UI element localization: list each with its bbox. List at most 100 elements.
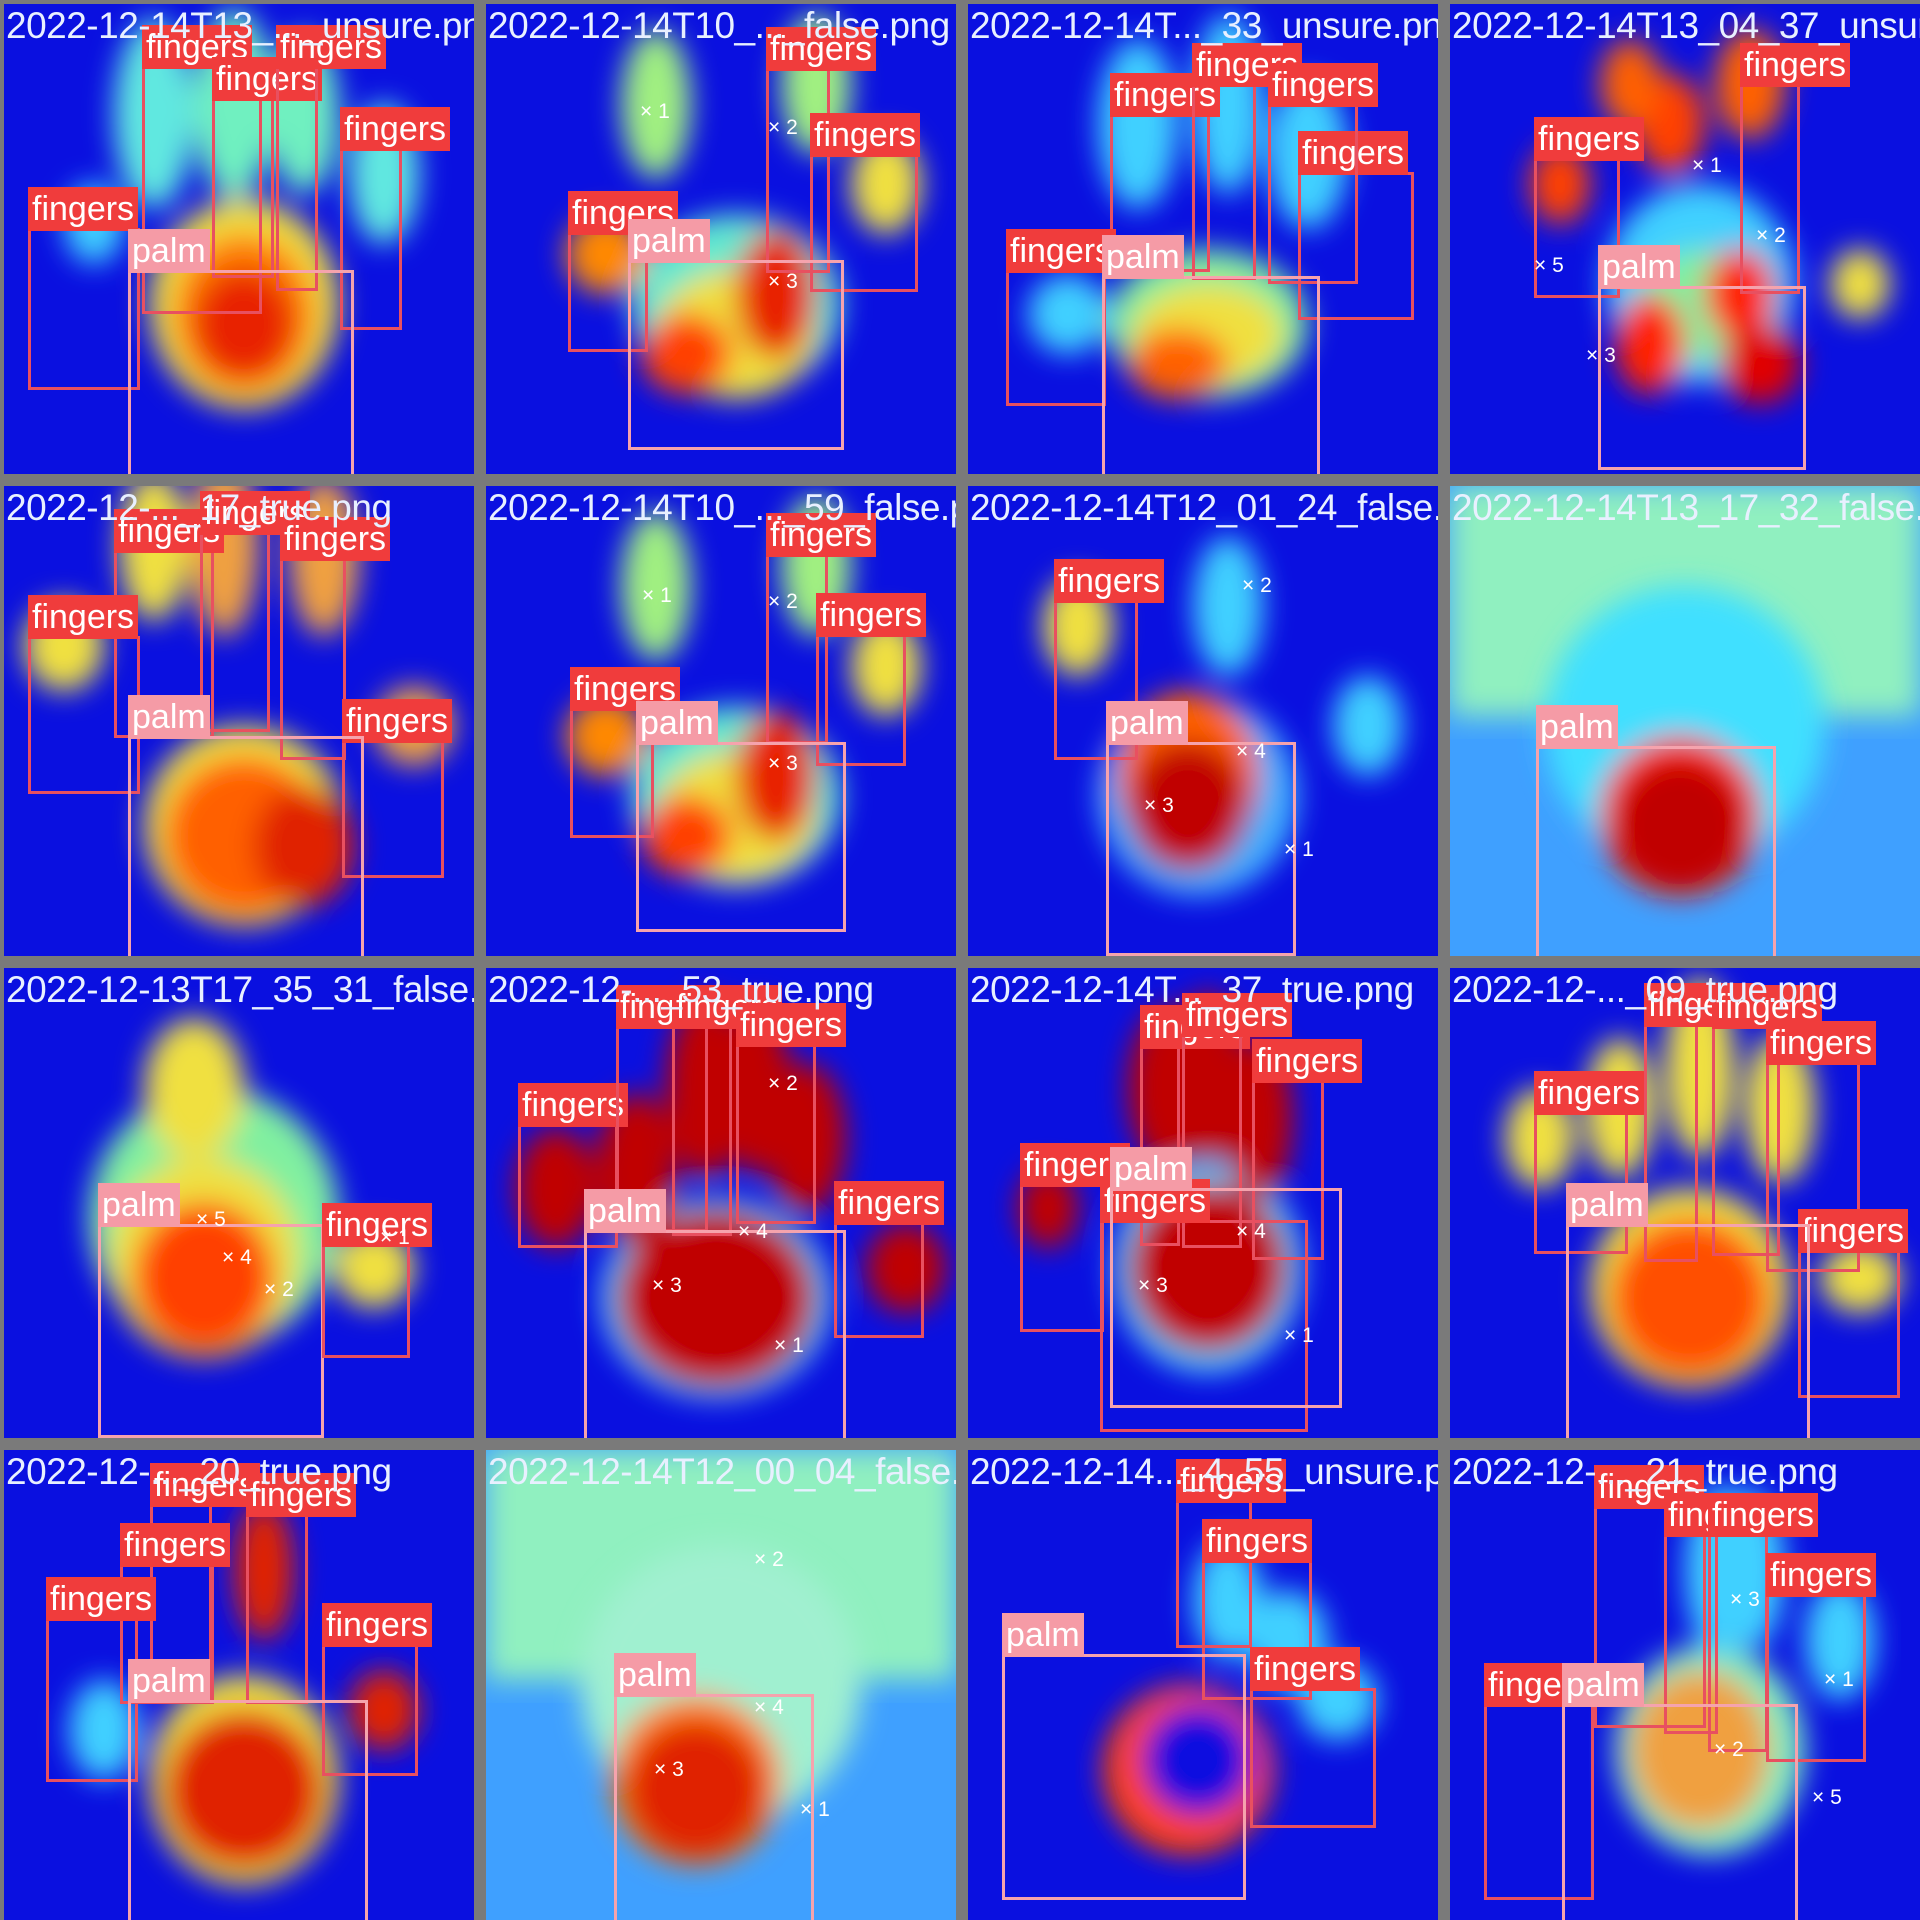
keypoint-marker: × 3 [1730,1588,1760,1612]
keypoint-index: 1 [1302,1324,1314,1347]
tile-filename-title: 2022-12-14T13_17_32_false.png [1452,488,1920,528]
keypoint-marker: × 4 [738,1220,768,1244]
keypoint-marker: × 3 [1138,1274,1168,1298]
keypoint-cross-icon: × [1730,1588,1748,1611]
keypoint-cross-icon: × [1236,740,1254,763]
tile-filename-title: 2022-12-14T..._37_true.png [970,970,1414,1010]
keypoint-index: 2 [786,590,798,613]
fingers-label: fingers [1708,1493,1818,1537]
keypoint-index: 2 [282,1278,294,1301]
palm-label: palm [1110,1147,1192,1191]
keypoint-marker: × 5 [1534,254,1564,278]
fingers-label: fingers [28,187,138,231]
keypoint-cross-icon: × [654,1758,672,1781]
keypoint-marker: × 1 [1284,1324,1314,1348]
keypoint-cross-icon: × [640,100,658,123]
fingers-label: fingers [120,1523,230,1567]
fingers-label: fingers [1252,1039,1362,1083]
keypoint-index: 3 [1748,1588,1760,1611]
keypoint-cross-icon: × [1756,224,1774,247]
palm-label: palm [1562,1663,1644,1707]
keypoint-marker: × 4 [754,1696,784,1720]
palm-bounding-box: palm [1106,742,1296,956]
keypoint-cross-icon: × [1692,154,1710,177]
palm-label: palm [1102,235,1184,279]
palm-bounding-box: palm [636,742,846,932]
fingers-bounding-box: fingers [246,1514,308,1704]
heatmap-tile: fingers fingers fingers palm 2022-12-14..._4… [968,1450,1438,1920]
keypoint-cross-icon: × [1812,1786,1830,1809]
fingers-label: fingers [46,1577,156,1621]
fingers-label: fingers [322,1203,432,1247]
keypoint-cross-icon: × [738,1220,756,1243]
palm-label: palm [128,229,210,273]
keypoint-index: 4 [1254,740,1266,763]
heatmap-tile: fingers fingers fingers palm × 1 × 2 × 3 2022-1… [486,4,956,474]
keypoint-marker: × 4 [1236,740,1266,764]
keypoint-cross-icon: × [1586,344,1604,367]
keypoint-marker: × 5 [1812,1786,1842,1810]
keypoint-marker: × 1 [1824,1668,1854,1692]
palm-label: palm [1598,245,1680,289]
keypoint-index: 1 [1710,154,1722,177]
keypoint-cross-icon: × [652,1274,670,1297]
tile-filename-title: 2022-12-13T17_35_31_false.png [6,970,474,1010]
palm-bounding-box: palm [1562,1704,1798,1920]
keypoint-marker: × 2 [1242,574,1272,598]
keypoint-index: 1 [660,584,672,607]
keypoint-index: 5 [1830,1786,1842,1809]
keypoint-cross-icon: × [768,752,786,775]
tile-filename-title: 2022-12-14T13_..._unsure.png [6,6,474,46]
keypoint-marker: × 1 [642,584,672,608]
keypoint-index: 1 [1842,1668,1854,1691]
keypoint-marker: × 1 [774,1334,804,1358]
fingers-bounding-box: fingers [1268,104,1358,284]
keypoint-index: 2 [786,116,798,139]
keypoint-marker: × 3 [768,752,798,776]
keypoint-index: 2 [786,1072,798,1095]
palm-bounding-box: palm [628,260,844,450]
keypoint-index: 4 [772,1696,784,1719]
heat-blob [1333,676,1403,776]
tile-filename-title: 2022-12-14T10_..._59_false.png [488,488,956,528]
fingers-label: fingers [340,107,450,151]
keypoint-index: 2 [1774,224,1786,247]
keypoint-index: 1 [792,1334,804,1357]
palm-bounding-box: palm [128,736,364,956]
keypoint-marker: × 5 [196,1208,226,1232]
fingers-label: fingers [1268,63,1378,107]
fingers-label: fingers [810,113,920,157]
keypoint-index: 3 [786,270,798,293]
heatmap-tile: fingers fingers fingers fingers fingers palm 2… [1450,968,1920,1438]
fingers-bounding-box: fingers [1740,84,1800,294]
keypoint-cross-icon: × [1284,1324,1302,1347]
heat-blob [1193,536,1263,676]
keypoint-index: 3 [672,1758,684,1781]
keypoint-marker: × 2 [768,1072,798,1096]
keypoint-cross-icon: × [774,1334,792,1357]
keypoint-cross-icon: × [1284,838,1302,861]
heatmap-tile: palm 2022-12-14T13_17_32_false.png [1450,486,1920,956]
palm-bounding-box: palm [128,270,354,474]
tile-filename-title: 2022-12-14T12_01_24_false.png [970,488,1438,528]
keypoint-marker: × 1 [1284,838,1314,862]
keypoint-cross-icon: × [1242,574,1260,597]
fingers-bounding-box: fingers [46,1618,138,1782]
palm-label: palm [1106,701,1188,745]
heatmap-tile: fingers fingers fingers fingers fingers palm 2… [4,1450,474,1920]
palm-label: palm [584,1189,666,1233]
palm-bounding-box: palm [1566,1224,1810,1438]
keypoint-cross-icon: × [1714,1738,1732,1761]
heatmap-tile: fingers palm × 2 × 4 × 3 × 1 2022-12-14T12_01_… [968,486,1438,956]
fingers-label: fingers [28,595,138,639]
palm-bounding-box: palm [1002,1654,1246,1900]
fingers-bounding-box: fingers [280,558,346,760]
palm-bounding-box: palm [1102,276,1320,474]
palm-bounding-box: palm [1598,286,1806,470]
fingers-label: fingers [1534,117,1644,161]
fingers-label: fingers [1740,43,1850,87]
fingers-label: fingers [816,593,926,637]
keypoint-cross-icon: × [1534,254,1552,277]
heatmap-tile: fingers fingers fingers palm × 1 × 2 × 3 2022-1… [486,486,956,956]
keypoint-index: 4 [756,1220,768,1243]
